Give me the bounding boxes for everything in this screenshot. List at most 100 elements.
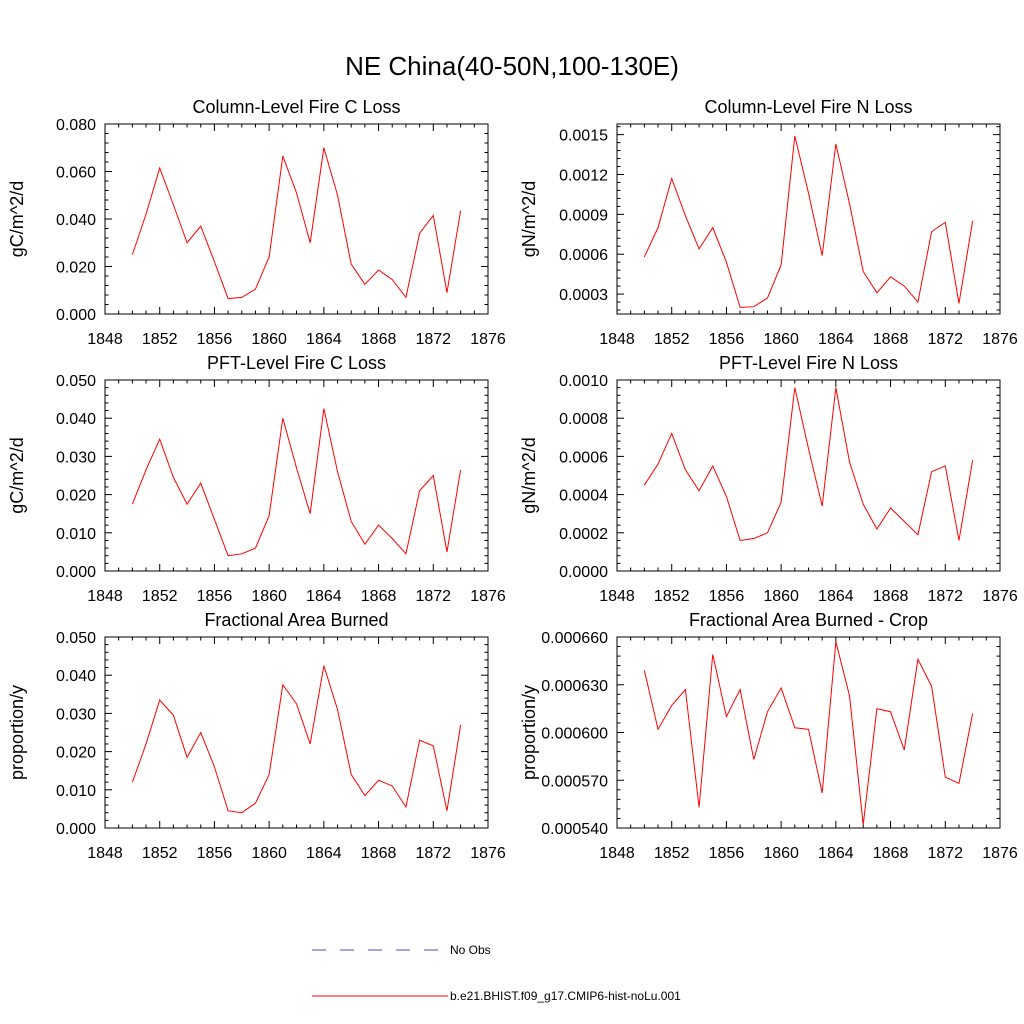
y-axis-label: gN/m^2/d [519,181,539,257]
series-line-1 [131,147,462,300]
legend-obs-label: No Obs [450,943,491,957]
y-tick-label: 0.010 [56,783,96,800]
legend-model-label: b.e21.BHIST.f09_g17.CMIP6-hist-noLu.001 [450,989,681,1003]
y-tick-label: 0.000660 [541,630,608,647]
y-tick-label: 0.000600 [541,726,608,743]
x-tick-label: 1868 [873,331,909,348]
series-line-1 [643,387,974,541]
ticks [104,123,489,315]
ticks [104,636,489,829]
series-line-1 [643,135,974,308]
x-tick-label: 1872 [415,588,451,605]
y-tick-label: 0.000 [56,307,96,324]
y-tick-label: 0.010 [56,526,96,543]
chart-panel-6: 1848 1852 1856 1860 1864 1868 1872 1876 0.000540… [519,610,1018,862]
y-axis-label: proportion/y [519,685,539,780]
x-tick-label: 1848 [599,588,635,605]
chart-panel-4: 1848 1852 1856 1860 1864 1868 1872 1876 0.0000 0.… [519,353,1018,605]
x-tick-label: 1856 [709,331,745,348]
x-tick-label: 1868 [873,845,909,862]
panel-title: Column-Level Fire C Loss [192,97,400,117]
x-tick-label: 1856 [709,845,745,862]
figure-title: NE China(40-50N,100-130E) [345,51,679,81]
x-tick-label: 1864 [818,331,854,348]
y-tick-label: 0.020 [56,488,96,505]
y-axis-label: gN/m^2/d [519,437,539,513]
plot-frame [616,379,1001,572]
x-tick-label: 1876 [982,588,1018,605]
series-line-1 [643,641,974,825]
y-tick-label: 0.0009 [559,207,608,224]
x-tick-label: 1864 [818,588,854,605]
y-tick-label: 0.0008 [559,411,608,428]
y-tick-label: 0.040 [56,411,96,428]
x-tick-label: 1868 [361,845,397,862]
plot-frame [104,123,489,315]
plot-frame [104,636,489,829]
chart-panel-3: 1848 1852 1856 1860 1864 1868 1872 1876 0.000 0.0… [7,353,506,605]
x-tick-label: 1876 [982,845,1018,862]
x-tick-label: 1860 [251,588,287,605]
y-tick-label: 0.0006 [559,449,608,466]
y-tick-label: 0.050 [56,630,96,647]
x-tick-label: 1856 [197,588,233,605]
x-tick-label: 1848 [87,588,123,605]
panel-title: Column-Level Fire N Loss [704,97,912,117]
plot-frame [616,123,1001,315]
x-tick-label: 1852 [654,331,690,348]
x-tick-label: 1852 [654,588,690,605]
legend: No Obs b.e21.BHIST.f09_g17.CMIP6-hist-no… [312,943,681,1003]
x-tick-label: 1868 [361,331,397,348]
x-tick-label: 1868 [361,588,397,605]
plot-frame [104,379,489,572]
x-tick-label: 1864 [306,845,342,862]
x-tick-label: 1864 [306,588,342,605]
y-tick-label: 0.080 [56,117,96,134]
series-line-1 [131,408,462,557]
y-tick-label: 0.030 [56,449,96,466]
x-tick-label: 1848 [87,331,123,348]
chart-panel-5: 1848 1852 1856 1860 1864 1868 1872 1876 0.000 0.0… [7,610,506,862]
x-tick-label: 1848 [599,845,635,862]
x-tick-label: 1856 [197,845,233,862]
x-tick-label: 1856 [709,588,745,605]
plot-frame [616,636,1001,829]
chart-panel-2: 1848 1852 1856 1860 1864 1868 1872 1876 0.0003 0.… [519,97,1018,348]
panel-title: Fractional Area Burned [204,610,388,630]
x-tick-label: 1848 [87,845,123,862]
x-tick-label: 1876 [982,331,1018,348]
x-tick-label: 1876 [470,588,506,605]
y-tick-label: 0.020 [56,260,96,277]
series-line-1 [131,665,462,814]
x-tick-label: 1876 [470,331,506,348]
x-tick-label: 1860 [251,845,287,862]
x-tick-label: 1872 [927,845,963,862]
x-tick-label: 1860 [763,588,799,605]
x-tick-label: 1876 [470,845,506,862]
y-tick-label: 0.0000 [559,564,608,581]
panel-title: PFT-Level Fire C Loss [207,353,386,373]
y-tick-label: 0.040 [56,668,96,685]
panel-title: PFT-Level Fire N Loss [719,353,898,373]
chart-panel-1: 1848 1852 1856 1860 1864 1868 1872 1876 0.000 0.0… [7,97,506,348]
y-tick-label: 0.0004 [559,488,608,505]
y-axis-label: gC/m^2/d [7,181,27,257]
x-tick-label: 1872 [415,331,451,348]
y-tick-label: 0.0012 [559,167,608,184]
y-axis-label: proportion/y [7,685,27,780]
y-tick-label: 0.040 [56,212,96,229]
panels: 1848 1852 1856 1860 1864 1868 1872 1876 0.000 0.0… [7,97,1018,862]
y-tick-label: 0.000 [56,564,96,581]
x-tick-label: 1852 [142,588,178,605]
x-tick-label: 1848 [599,331,635,348]
y-tick-label: 0.050 [56,373,96,390]
y-tick-label: 0.000630 [541,678,608,695]
x-tick-label: 1864 [818,845,854,862]
y-tick-label: 0.000570 [541,773,608,790]
x-tick-label: 1872 [927,331,963,348]
y-tick-label: 0.000 [56,821,96,838]
x-tick-label: 1852 [654,845,690,862]
y-tick-label: 0.0006 [559,247,608,264]
x-tick-label: 1872 [927,588,963,605]
x-tick-label: 1856 [197,331,233,348]
